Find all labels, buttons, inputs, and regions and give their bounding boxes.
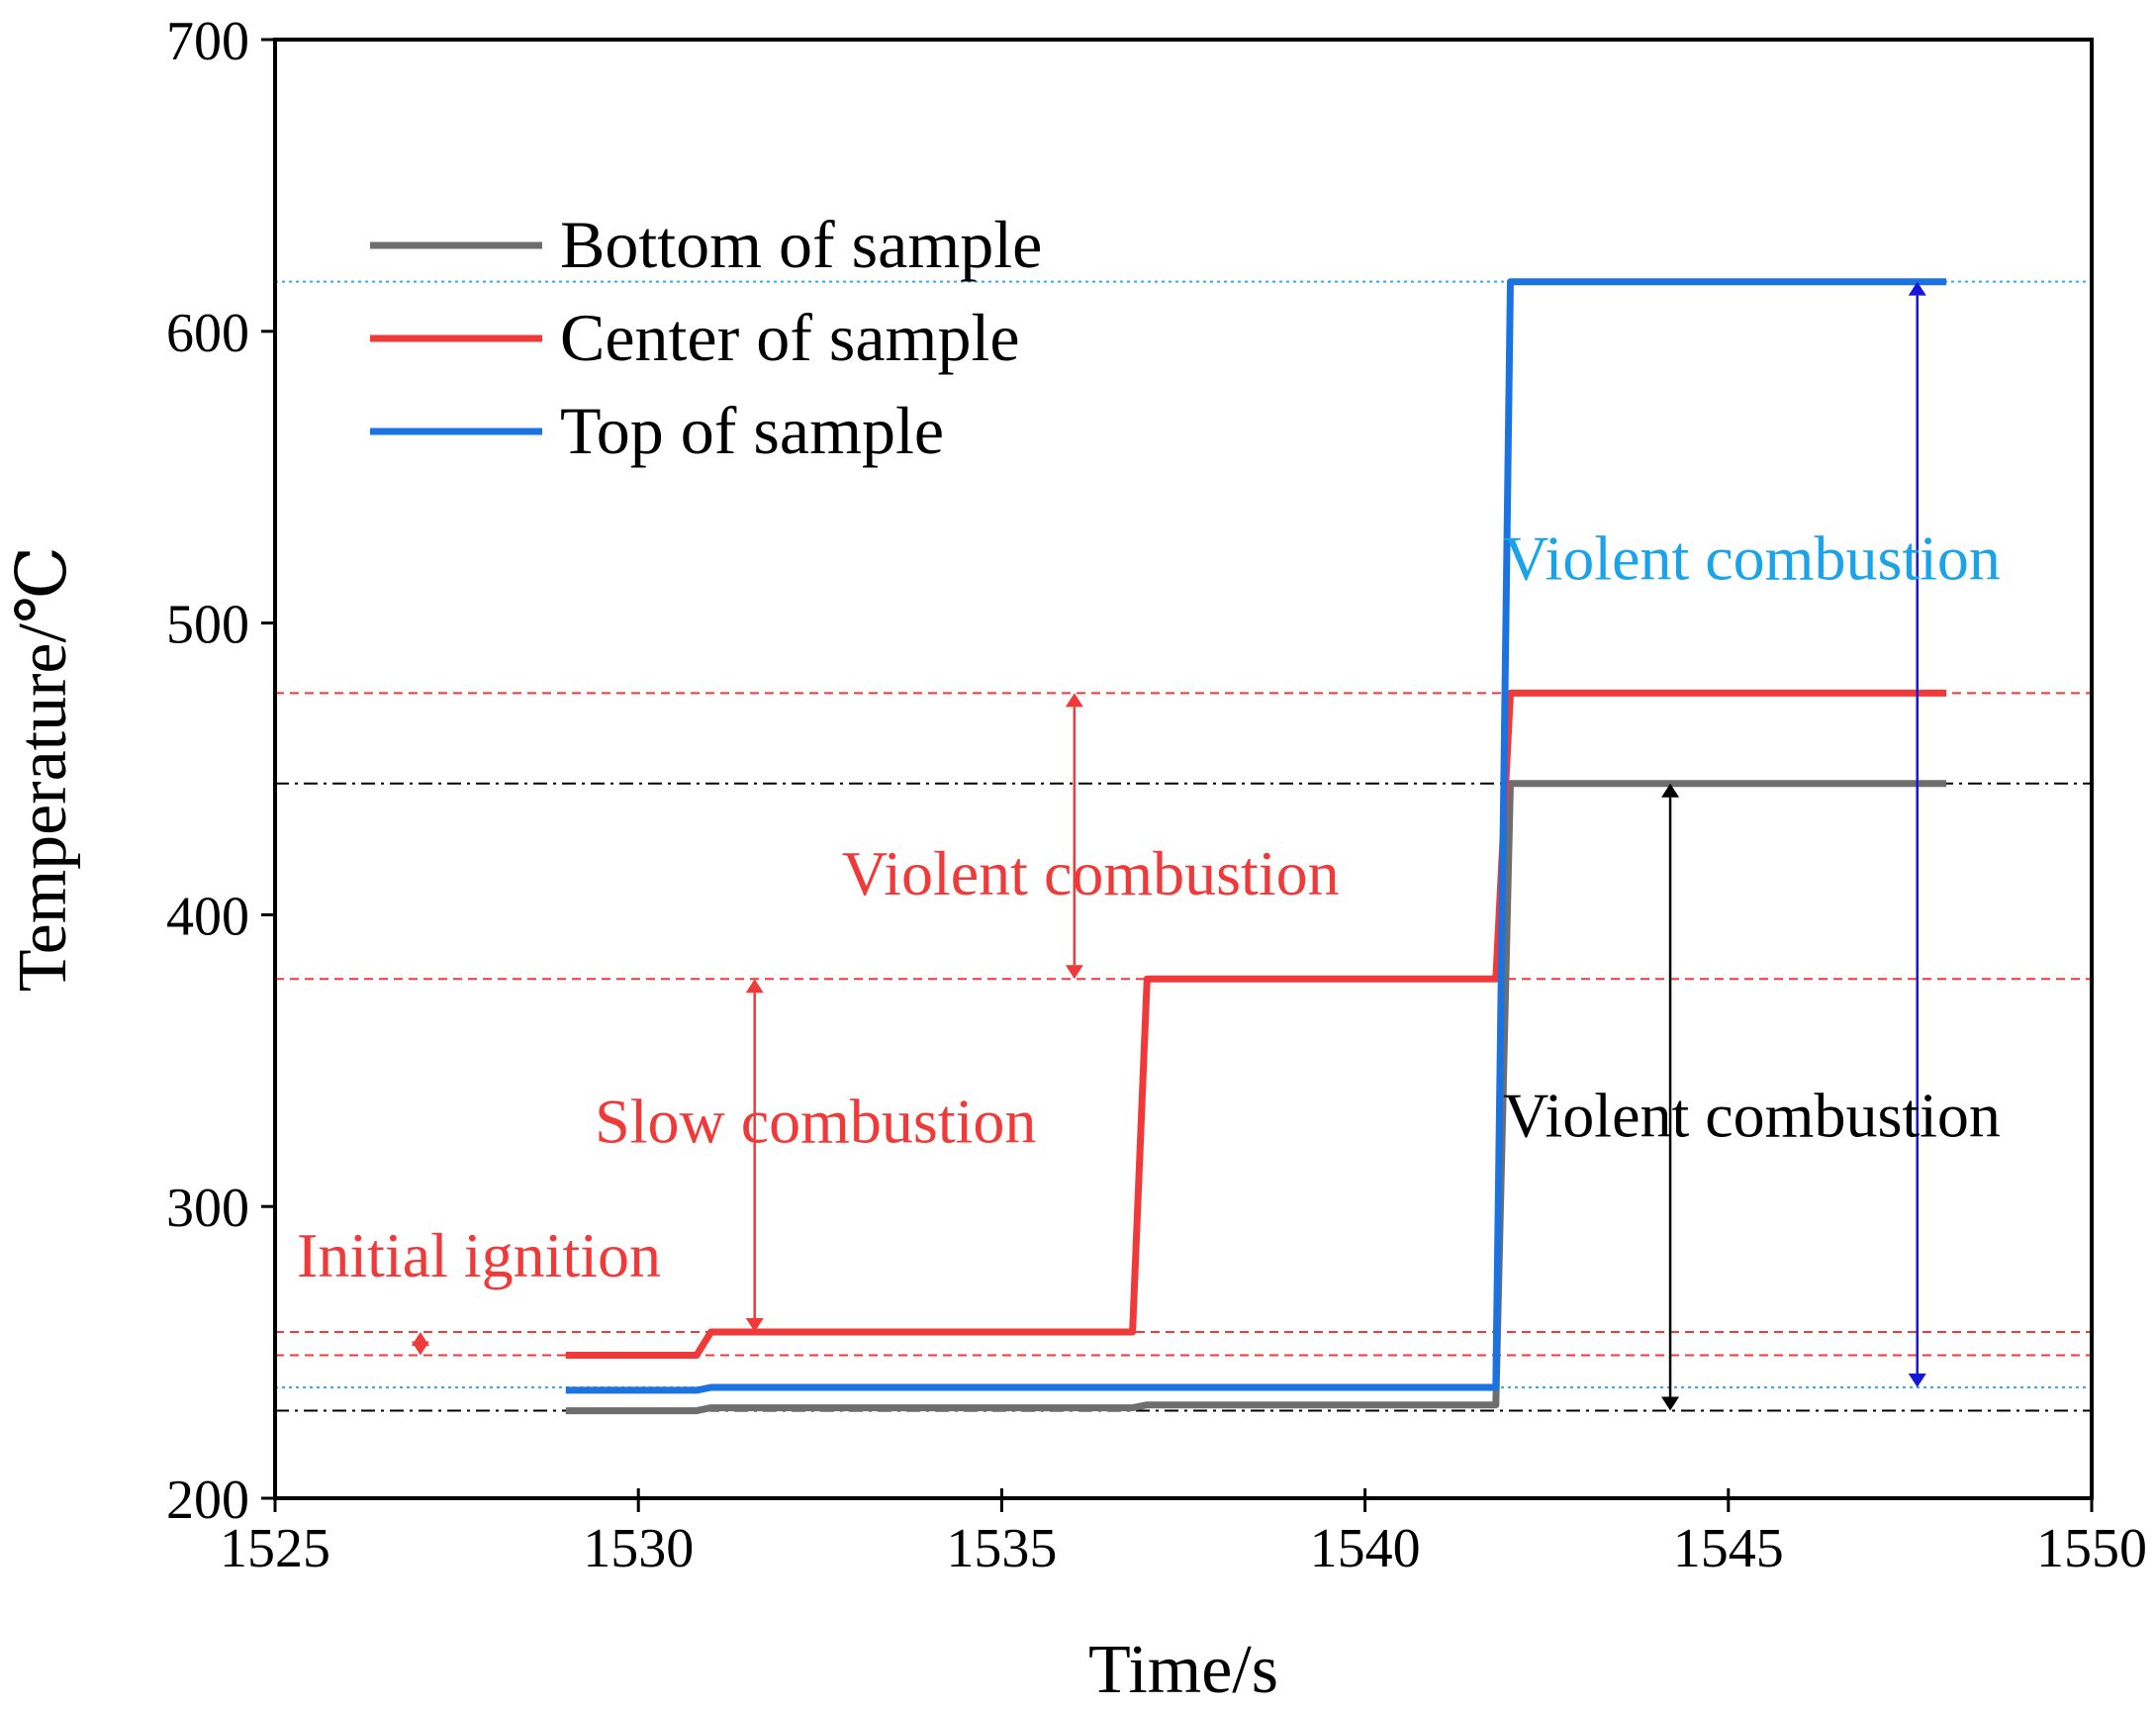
legend-label: Bottom of sample — [560, 207, 1042, 282]
arrow-head-top — [1661, 783, 1680, 798]
legend: Bottom of sample Center of sample Top of s… — [370, 207, 1042, 468]
annotation-4: Violent combustion — [1503, 522, 2001, 593]
arrow-head-bottom — [745, 1317, 764, 1332]
range-arrows — [411, 281, 1926, 1411]
x-tick-label: 1535 — [946, 1518, 1057, 1579]
legend-item-center-of-sample: Center of sample — [370, 300, 1020, 375]
y-axis-title: Temperature/℃ — [5, 546, 81, 992]
annotations: Initial ignition Slow combustion Violent c… — [297, 522, 2001, 1290]
annotation-2: Violent combustion — [842, 838, 1340, 908]
y-tick-label: 700 — [166, 11, 249, 72]
x-tick-label: 1525 — [220, 1518, 330, 1579]
range-arrow-2 — [1065, 693, 1083, 980]
annotation-1: Slow combustion — [595, 1086, 1036, 1156]
range-arrow-1 — [745, 979, 764, 1332]
arrow-head-bottom — [1908, 1373, 1926, 1387]
series-lines — [565, 278, 1947, 1415]
range-arrow-3 — [1661, 783, 1680, 1411]
annotation-0: Initial ignition — [297, 1220, 661, 1290]
x-axis-title: Time/s — [1088, 1632, 1278, 1708]
arrow-head-top — [1065, 693, 1083, 708]
y-tick-label: 200 — [166, 1470, 249, 1531]
arrow-head-bottom — [1661, 1396, 1680, 1411]
range-arrow-4 — [1908, 281, 1926, 1387]
x-tick-label: 1530 — [583, 1518, 694, 1579]
y-tick-label: 600 — [166, 303, 249, 364]
arrow-head-top — [745, 979, 764, 994]
arrow-head-bottom — [1065, 965, 1083, 980]
y-tick-label: 300 — [166, 1178, 249, 1239]
legend-label: Center of sample — [560, 300, 1020, 375]
annotation-3: Violent combustion — [1503, 1080, 2001, 1150]
series-line-center-of-sample — [565, 689, 1947, 1359]
arrow-head-bottom — [411, 1341, 429, 1356]
legend-item-top-of-sample: Top of sample — [370, 393, 944, 468]
y-tick-label: 500 — [166, 595, 249, 656]
series-line-top-of-sample — [565, 278, 1947, 1394]
arrow-head-top — [1908, 281, 1926, 296]
legend-label: Top of sample — [560, 393, 944, 468]
legend-item-bottom-of-sample: Bottom of sample — [370, 207, 1042, 282]
x-tick-label: 1550 — [2036, 1518, 2147, 1579]
range-arrow-0 — [411, 1331, 429, 1356]
series-line-bottom-of-sample — [565, 780, 1947, 1415]
plot-frame — [273, 38, 2094, 1500]
axis-ticks: 1525 1530 1535 1540 1545 1550 200 300 400 500 600 7… — [166, 11, 2147, 1579]
x-tick-label: 1545 — [1673, 1518, 1784, 1579]
y-tick-label: 400 — [166, 886, 249, 947]
x-tick-label: 1540 — [1310, 1518, 1421, 1579]
